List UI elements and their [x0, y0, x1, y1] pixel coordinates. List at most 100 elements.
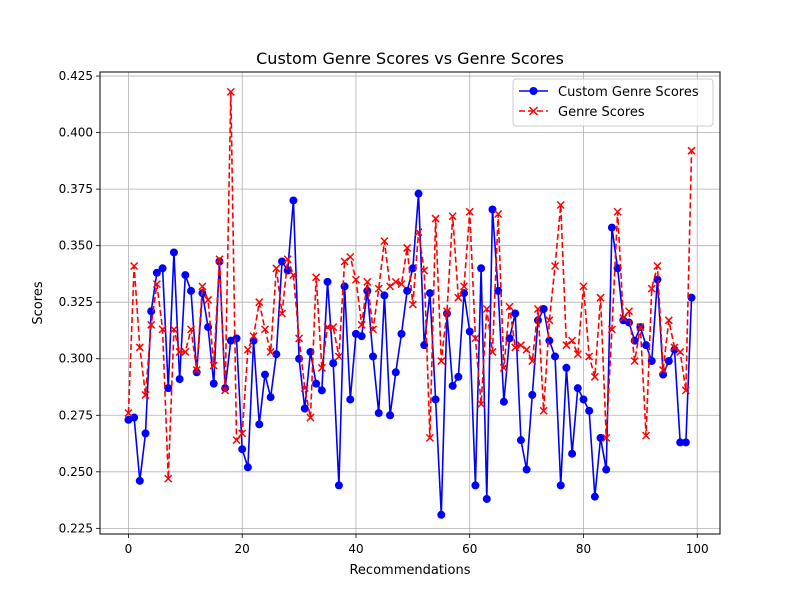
y-tick-label: 0.400: [59, 126, 93, 140]
chart-title: Custom Genre Scores vs Genre Scores: [256, 49, 564, 68]
data-point: [403, 286, 412, 295]
data-point: [681, 386, 690, 395]
data-point: [624, 307, 634, 316]
data-point: [397, 329, 406, 338]
data-point: [460, 282, 469, 291]
data-point: [522, 465, 531, 474]
y-axis-label: Scores: [31, 281, 46, 324]
data-point: [482, 494, 491, 503]
data-point: [573, 350, 582, 359]
data-point: [676, 438, 685, 447]
data-point: [482, 304, 491, 314]
data-point: [494, 286, 503, 295]
data-point: [465, 207, 474, 216]
data-point: [278, 257, 287, 266]
data-point: [266, 393, 275, 402]
data-point: [414, 189, 423, 198]
data-point: [681, 438, 690, 447]
data-point: [391, 368, 400, 377]
data-point: [687, 293, 696, 302]
data-point: [642, 341, 651, 350]
data-point: [289, 196, 298, 205]
data-point: [147, 320, 156, 329]
x-tick-label: 20: [235, 542, 250, 556]
data-point: [334, 481, 343, 490]
data-point: [619, 314, 628, 323]
data-point: [596, 293, 605, 302]
data-point: [568, 449, 577, 458]
data-point: [260, 370, 269, 379]
y-tick-label: 0.325: [59, 295, 93, 309]
data-point: [380, 237, 389, 246]
data-point: [664, 357, 673, 366]
data-point: [437, 356, 446, 366]
data-point: [516, 436, 525, 445]
data-point: [152, 268, 161, 277]
data-point: [670, 345, 679, 354]
data-point: [340, 257, 349, 266]
data-point: [624, 318, 633, 327]
data-point: [551, 352, 560, 361]
data-point: [425, 433, 434, 442]
data-point: [374, 284, 383, 293]
data-point: [539, 406, 548, 415]
data-point: [255, 298, 264, 307]
data-point: [169, 248, 178, 257]
data-point: [124, 408, 133, 418]
series-genre-scores: [124, 87, 696, 483]
data-point: [494, 209, 503, 219]
data-point: [607, 325, 616, 334]
data-point: [351, 275, 360, 284]
data-point: [420, 266, 429, 275]
data-point: [585, 352, 594, 361]
data-point: [403, 243, 412, 252]
y-tick-label: 0.275: [59, 408, 93, 422]
data-point: [442, 309, 451, 318]
data-point: [386, 282, 395, 291]
data-point: [243, 463, 252, 472]
data-point: [528, 356, 537, 366]
data-point: [391, 277, 400, 286]
data-point: [260, 325, 269, 334]
data-point: [653, 275, 662, 284]
y-tick-label: 0.300: [59, 352, 93, 366]
data-point: [334, 352, 343, 361]
legend-label-genre: Genre Scores: [558, 105, 645, 120]
data-point: [141, 429, 150, 438]
data-point: [590, 492, 599, 501]
x-tick-label: 40: [348, 542, 363, 556]
data-point: [329, 323, 338, 332]
data-point: [431, 395, 440, 404]
data-point: [664, 316, 673, 325]
data-point: [454, 293, 463, 302]
plot-series: [124, 87, 696, 519]
data-point: [602, 433, 611, 442]
data-point: [499, 363, 508, 372]
data-point: [306, 413, 315, 422]
data-point: [158, 325, 167, 334]
data-point: [312, 379, 321, 388]
data-point: [380, 291, 389, 300]
data-point: [192, 366, 201, 375]
x-tick-label: 80: [576, 542, 591, 556]
data-point: [317, 386, 326, 395]
data-point: [369, 352, 378, 361]
data-point: [528, 390, 537, 399]
data-point: [607, 223, 616, 232]
data-point: [357, 320, 366, 329]
data-point: [289, 271, 298, 280]
data-point: [539, 304, 548, 313]
data-point: [329, 359, 338, 368]
data-point: [135, 343, 144, 352]
data-point: [181, 271, 190, 280]
x-axis-label: Recommendations: [349, 563, 470, 578]
data-point: [562, 341, 571, 350]
data-point: [630, 356, 639, 366]
data-point: [533, 304, 543, 314]
data-point: [488, 205, 497, 214]
legend-swatch-marker-custom: [529, 87, 538, 95]
data-point: [397, 280, 406, 289]
data-point: [659, 366, 668, 375]
data-point: [249, 332, 258, 341]
data-point: [221, 386, 230, 395]
